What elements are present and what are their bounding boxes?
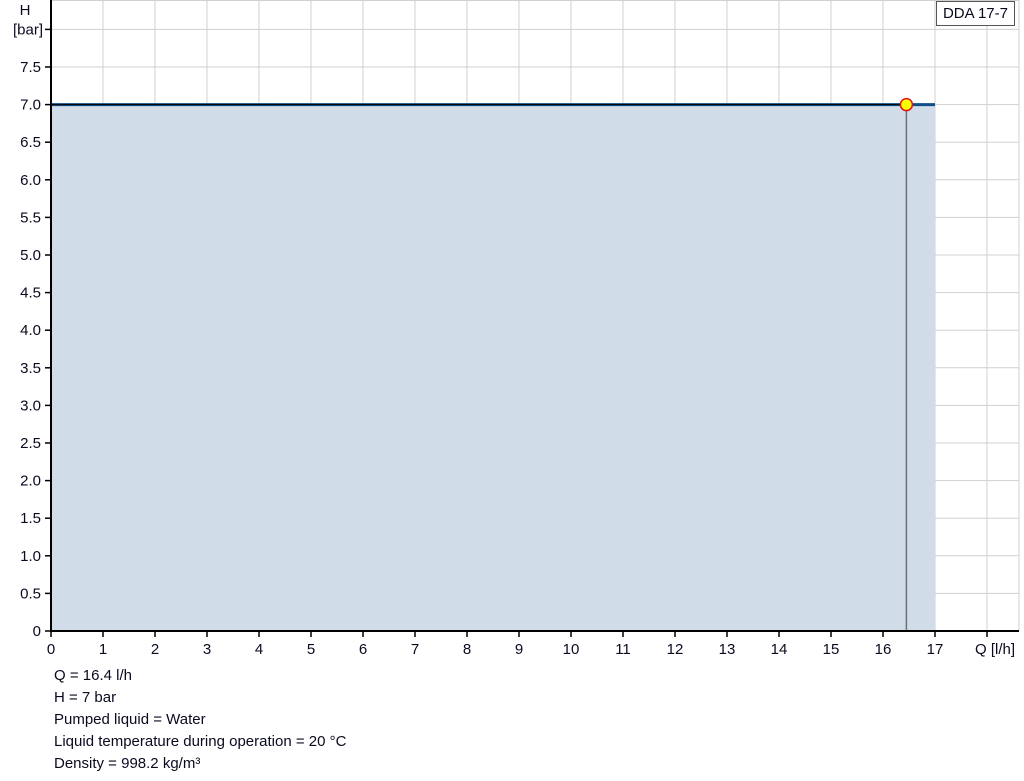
x-tick-label: 13 (719, 641, 736, 658)
operating-point-marker (899, 97, 914, 112)
y-tick-label: 0 (33, 623, 41, 640)
y-tick-label: 6.5 (20, 134, 41, 151)
y-tick-label: 5.0 (20, 247, 41, 264)
y-tick-label: 7.5 (20, 59, 41, 76)
curve-area (51, 104, 935, 632)
x-tick-label: 8 (463, 641, 471, 658)
x-tick-label: 4 (255, 641, 263, 658)
pump-curve-chart: 0 1 2 3 4 5 6 7 8 9 10 11 12 13 14 15 16 17 Q [l/h]00.51.0… (13, 0, 1020, 658)
y-tick-label: 4.5 (20, 285, 41, 302)
x-tick-label: 10 (563, 641, 580, 658)
y-tick-label: 0.5 (20, 585, 41, 602)
x-tick-label: 0 (47, 641, 55, 658)
y-tick-label: 4.0 (20, 322, 41, 339)
y-tick-label: 1.0 (20, 548, 41, 565)
info-density: Density = 998.2 kg/m³ (54, 755, 201, 772)
x-tick-label: 7 (411, 641, 419, 658)
x-tick-label: 5 (307, 641, 315, 658)
info-flow: Q = 16.4 l/h (54, 667, 132, 684)
x-tick-label: 14 (771, 641, 788, 658)
y-tick-label: 1.5 (20, 510, 41, 527)
y-tick-label: 2.5 (20, 435, 41, 452)
x-tick-label: 15 (823, 641, 840, 658)
x-tick-label: 6 (359, 641, 367, 658)
x-axis-label: Q [l/h] (975, 641, 1015, 658)
x-tick-label: 3 (203, 641, 211, 658)
info-temperature: Liquid temperature during operation = 20… (54, 733, 347, 750)
info-liquid: Pumped liquid = Water (54, 711, 206, 728)
x-tick-label: 9 (515, 641, 523, 658)
y-axis-unit: [bar] (13, 21, 43, 38)
legend-box: DDA 17-7 (935, 1, 1015, 26)
y-axis-label: H (20, 2, 31, 19)
y-tick-label: 6.0 (20, 172, 41, 189)
x-tick-label: 12 (667, 641, 684, 658)
y-tick-label: 3.5 (20, 360, 41, 377)
operating-info: Q = 16.4 l/h H = 7 bar Pumped liquid = W… (54, 665, 346, 775)
y-tick-label: 5.5 (20, 209, 41, 226)
x-tick-label: 1 (99, 641, 107, 658)
x-tick-label: 16 (875, 641, 892, 658)
y-tick-label: 2.0 (20, 473, 41, 490)
x-tick-label: 11 (615, 641, 631, 658)
y-tick-label: 7.0 (20, 97, 41, 114)
y-tick-label: 3.0 (20, 397, 41, 414)
info-head: H = 7 bar (54, 689, 117, 706)
x-tick-label: 17 (927, 641, 944, 658)
legend-label: DDA 17-7 (942, 5, 1008, 22)
x-tick-label: 2 (151, 641, 159, 658)
